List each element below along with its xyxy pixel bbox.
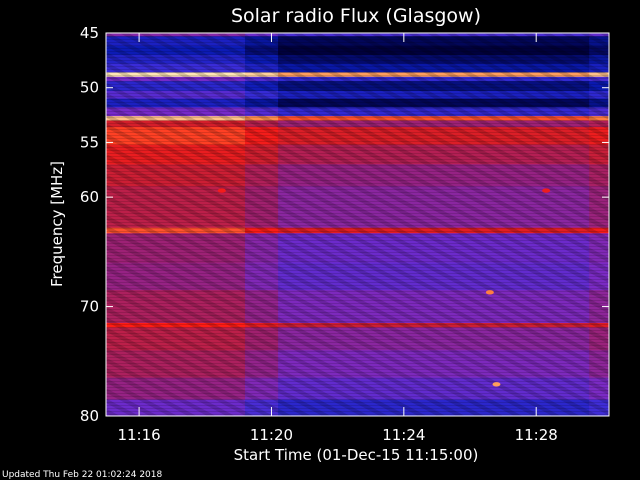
- chart-title: Solar radio Flux (Glasgow): [231, 5, 481, 27]
- x-tick-label-1: 11:20: [250, 426, 293, 444]
- updated-timestamp: Updated Thu Feb 22 01:02:24 2018: [2, 470, 163, 480]
- burst-2: [492, 382, 501, 387]
- x-axis-title: Start Time (01-Dec-15 11:15:00): [234, 446, 479, 464]
- y-tick-label-0: 45: [80, 24, 99, 42]
- y-tick-label-1: 50: [80, 79, 99, 97]
- y-tick-label-3: 60: [80, 188, 99, 206]
- heatmap-bursts: [217, 188, 551, 387]
- x-tick-label-2: 11:24: [382, 426, 425, 444]
- burst-0: [217, 188, 226, 193]
- y-axis: 45 50 55 60 70 80: [80, 24, 609, 425]
- y-tick-label-2: 55: [80, 133, 99, 151]
- x-axis: 11:16 11:20 11:24 11:28: [117, 33, 558, 444]
- burst-1: [485, 290, 494, 295]
- x-tick-label-0: 11:16: [117, 426, 160, 444]
- plot-frame: [105, 32, 610, 417]
- burst-3: [542, 188, 551, 193]
- y-tick-label-4: 70: [80, 298, 99, 316]
- heatmap-scanlines: [106, 33, 609, 416]
- x-tick-label-3: 11:28: [515, 426, 558, 444]
- plot-area: [105, 32, 610, 417]
- y-tick-label-5: 80: [80, 407, 99, 425]
- y-axis-title: Frequency [MHz]: [48, 161, 66, 287]
